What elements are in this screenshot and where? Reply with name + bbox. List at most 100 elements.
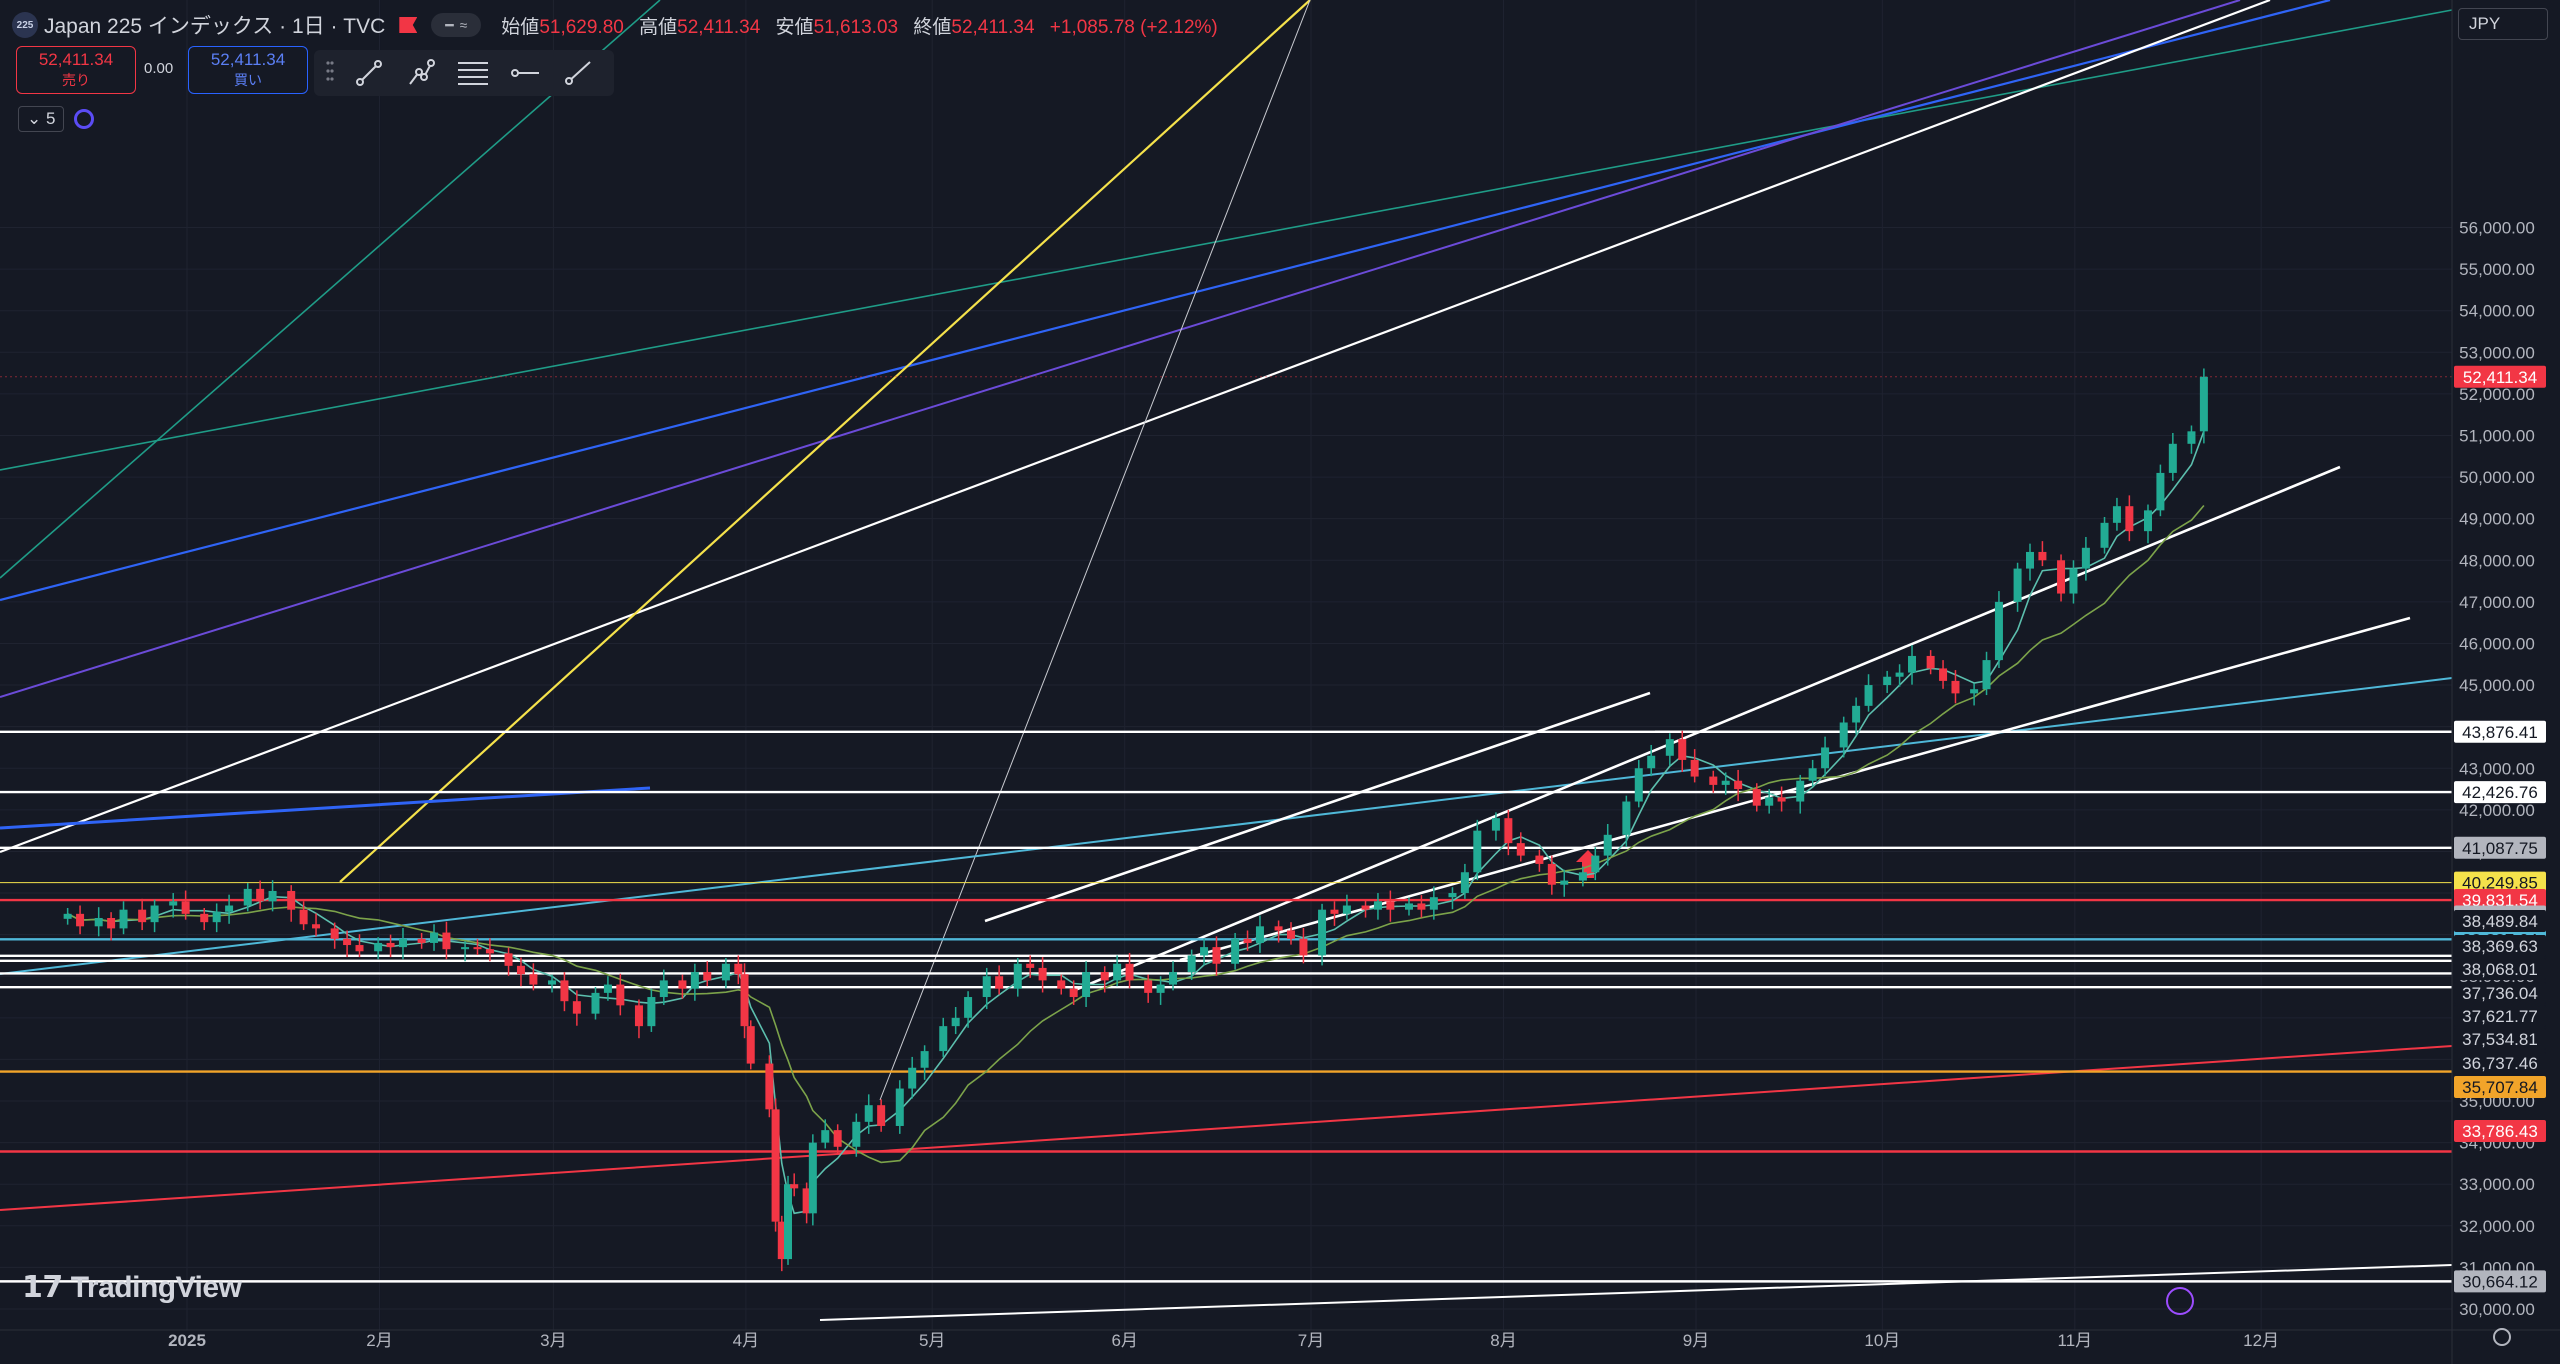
buy-button[interactable]: 52,411.34 買い xyxy=(188,46,308,94)
sell-price: 52,411.34 xyxy=(38,50,114,69)
sell-button[interactable]: 52,411.34 売り xyxy=(16,46,136,94)
candle-body xyxy=(430,932,439,943)
candle-body xyxy=(1752,789,1761,806)
last-price-label: 52,411.34 xyxy=(2463,368,2537,387)
buy-label: 買い xyxy=(234,72,262,88)
moving-averages xyxy=(67,430,2205,1215)
fib-retracement-icon[interactable] xyxy=(454,55,492,91)
drag-handle-icon[interactable] xyxy=(326,60,336,87)
candle-body xyxy=(1908,655,1917,673)
price-level-label-bg xyxy=(2454,871,2546,894)
indicator-count[interactable]: ⌄ 5 xyxy=(18,106,65,132)
candle-body xyxy=(877,1105,886,1126)
visibility-toggle[interactable]: ━ ≈ xyxy=(431,13,482,37)
candle-body xyxy=(2069,568,2078,594)
currency-selector[interactable]: JPY xyxy=(2458,8,2548,40)
candle-body xyxy=(299,909,308,925)
candle-body xyxy=(169,901,178,906)
replay-icon[interactable] xyxy=(2166,1287,2194,1315)
price-level-label: 41,087.75 xyxy=(2462,839,2538,858)
candle-body xyxy=(1516,843,1525,856)
candle-body xyxy=(1460,872,1469,894)
indicators-toggle[interactable]: ⌄ 5 xyxy=(18,106,95,132)
candle-body xyxy=(852,1121,861,1147)
candle-body xyxy=(647,997,656,1027)
month-tick-label: 9月 xyxy=(1683,1331,1709,1350)
candle-body xyxy=(312,924,321,929)
candle-body xyxy=(1330,909,1339,914)
candle-body xyxy=(1255,926,1264,943)
candle-body xyxy=(964,997,973,1018)
candle-body xyxy=(119,909,128,929)
candle-body xyxy=(1318,909,1327,956)
price-tick-label: 43,000.00 xyxy=(2459,759,2535,778)
symbol-header: 225 Japan 225 インデックス · 1日 · TVC ━ ≈ 始値51,… xyxy=(12,10,1228,40)
trend-line xyxy=(0,0,2271,854)
price-level-label-bg xyxy=(2454,982,2546,1004)
spread-value: 0.00 xyxy=(144,60,174,77)
candle-body xyxy=(1622,801,1631,835)
currency-label: JPY xyxy=(2469,14,2501,33)
candle-body xyxy=(2199,376,2208,432)
chart-drawings xyxy=(0,0,2453,1321)
candle-body xyxy=(398,938,407,948)
candle-body xyxy=(1212,947,1221,964)
high-label: 高値 xyxy=(639,16,678,38)
horizontal-ray-icon[interactable] xyxy=(506,55,544,91)
candle-body xyxy=(1926,655,1935,669)
candle-body xyxy=(1299,938,1308,956)
candle-body xyxy=(1473,830,1482,873)
candlestick-series xyxy=(63,368,2208,1272)
change-value: +1,085.78 (+2.12%) xyxy=(1049,16,1218,38)
price-tick-label: 52,000.00 xyxy=(2459,385,2535,404)
candle-body xyxy=(1026,963,1035,968)
candle-body xyxy=(1361,905,1370,910)
open-label: 始値 xyxy=(501,16,540,38)
candle-body xyxy=(2125,506,2134,532)
candle-body xyxy=(138,909,147,923)
price-tick-label: 56,000.00 xyxy=(2459,219,2535,238)
ray-icon[interactable] xyxy=(558,55,596,91)
candle-body xyxy=(939,1026,948,1052)
trend-line-icon[interactable] xyxy=(350,55,388,91)
candle-body xyxy=(504,953,513,966)
candle-body xyxy=(1287,930,1296,939)
candle-body xyxy=(591,992,600,1014)
price-tick-label: 45,000.00 xyxy=(2459,676,2535,695)
flag-icon[interactable] xyxy=(399,17,418,33)
candle-body xyxy=(1690,759,1699,777)
candle-body xyxy=(374,942,383,952)
multi-point-line-icon[interactable] xyxy=(402,55,440,91)
trend-line xyxy=(0,786,651,830)
candle-body xyxy=(1982,660,1991,690)
candle-body xyxy=(703,972,712,981)
candle-body xyxy=(833,1130,842,1147)
candle-body xyxy=(740,974,749,1027)
candle-body xyxy=(1144,980,1153,993)
candle-body xyxy=(1939,668,1948,681)
symbol-logo: 225 xyxy=(12,12,38,38)
candle-body xyxy=(951,1017,960,1027)
open-value: 51,629.80 xyxy=(539,16,624,38)
close-value: 52,411.34 xyxy=(951,16,1035,38)
price-level-label-bg xyxy=(2454,1052,2546,1074)
price-axis[interactable]: 30,000.0031,000.0032,000.0033,000.0034,0… xyxy=(2451,0,2546,1364)
price-level-label-bg xyxy=(2454,935,2546,957)
price-level-label: 38,489.84 xyxy=(2462,912,2538,931)
settings-icon[interactable] xyxy=(2493,1328,2511,1346)
month-tick-label: 6月 xyxy=(1111,1331,1137,1350)
month-tick-label: 3月 xyxy=(540,1331,566,1350)
time-axis[interactable]: 2025 2月 3月 4月 5月 6月 7月 8月 9月 10月 11月 12月 xyxy=(0,1287,2560,1350)
month-tick-label: 2月 xyxy=(366,1331,392,1350)
candle-body xyxy=(94,917,103,927)
price-level-label: 37,621.77 xyxy=(2462,1007,2538,1026)
candle-body xyxy=(2143,510,2152,532)
candle-body xyxy=(107,917,116,929)
low-value: 51,613.03 xyxy=(813,16,899,38)
price-level-label: 40,249.85 xyxy=(2462,874,2538,893)
symbol-title[interactable]: Japan 225 インデックス · 1日 · TVC xyxy=(44,15,386,38)
candle-body xyxy=(2038,551,2047,561)
trend-line xyxy=(879,0,1311,1101)
candle-body xyxy=(243,888,252,906)
